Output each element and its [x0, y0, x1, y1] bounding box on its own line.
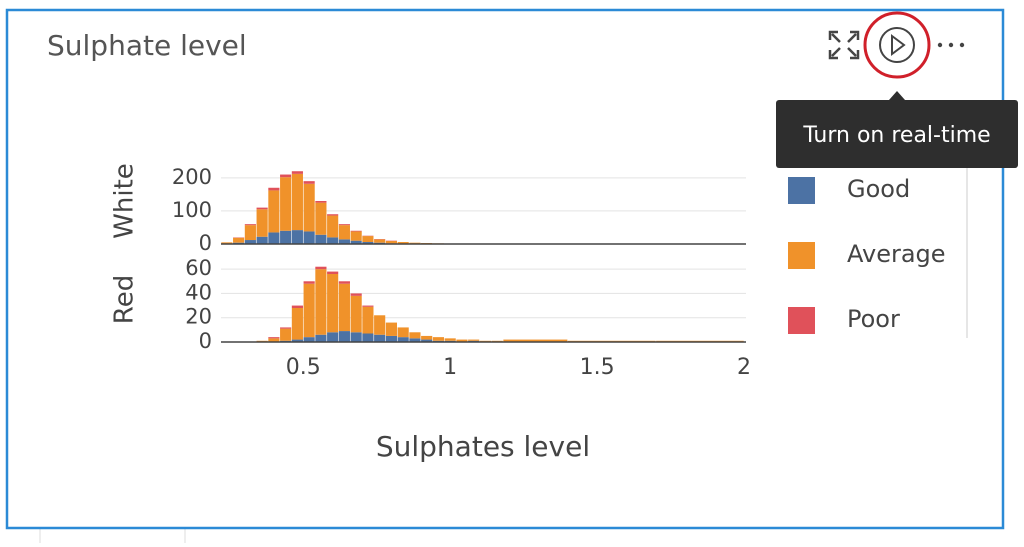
histogram-bar: [374, 239, 385, 242]
histogram-bar: [280, 327, 291, 328]
histogram-bar: [327, 274, 338, 332]
y-tick-label: 60: [185, 256, 212, 280]
histogram-bar: [315, 335, 326, 342]
histogram-bar: [315, 203, 326, 235]
tooltip: Turn on real-time: [776, 91, 1018, 168]
histogram-bar: [304, 281, 315, 283]
histogram-bar: [362, 334, 373, 343]
histogram-bar: [292, 308, 303, 340]
histogram-bar: [292, 171, 303, 174]
histogram-bar: [339, 331, 350, 342]
x-axis-title: Sulphates level: [376, 430, 590, 463]
histogram-bar: [339, 284, 350, 331]
legend-label: Good: [847, 175, 910, 203]
histogram-bar: [386, 241, 397, 243]
histogram-bar: [315, 267, 326, 269]
x-tick-label: 1.5: [580, 355, 615, 380]
legend-label: Average: [847, 240, 946, 268]
y-tick-label: 0: [199, 231, 212, 255]
histogram-bar: [327, 216, 338, 238]
histogram-bar: [304, 184, 315, 232]
histogram-bar: [292, 174, 303, 230]
x-tick-label: 1: [443, 355, 457, 380]
y-tick-label: 20: [185, 305, 212, 329]
histogram-bar: [339, 224, 350, 225]
histogram-bar: [351, 296, 362, 332]
histogram-bar: [386, 336, 397, 342]
histogram-bar: [386, 323, 397, 336]
histogram-bar: [280, 329, 291, 341]
histogram-bar: [351, 293, 362, 295]
histogram-bar: [268, 337, 279, 338]
histogram-bar: [398, 327, 409, 337]
histogram-bar: [257, 209, 268, 236]
histogram-bar: [327, 237, 338, 244]
histogram-bar: [245, 224, 256, 225]
histogram-bar: [327, 214, 338, 215]
legend-swatch: [788, 307, 815, 334]
y-tick-label: 40: [185, 280, 212, 304]
histogram-bar: [362, 306, 373, 307]
histogram-bar: [304, 284, 315, 337]
histogram-bar: [280, 175, 291, 178]
y-tick-label: 100: [172, 198, 212, 222]
legend-swatch: [788, 242, 815, 269]
histogram-bar: [409, 332, 420, 338]
histogram-bar: [468, 340, 479, 341]
histogram-bar: [233, 238, 244, 243]
histogram-bar: [351, 231, 362, 232]
x-tick-label: 0.5: [286, 355, 321, 380]
histogram-bar: [292, 230, 303, 244]
histogram-bar: [327, 332, 338, 342]
histogram-bar: [421, 336, 432, 340]
histogram-bar: [268, 190, 279, 232]
histogram-bar: [374, 335, 385, 342]
legend-swatch: [788, 177, 815, 204]
histogram-bar: [362, 307, 373, 334]
histogram-bar: [257, 208, 268, 210]
histogram-bar: [351, 231, 362, 240]
y-tick-label: 200: [172, 165, 212, 189]
legend-label: Poor: [847, 305, 900, 333]
histogram-bar: [280, 177, 291, 231]
histogram-bar: [339, 281, 350, 283]
histogram-bar: [351, 332, 362, 342]
histogram-bar: [268, 188, 279, 191]
histogram-bar: [315, 269, 326, 335]
histogram-bar: [315, 201, 326, 203]
tooltip-text: Turn on real-time: [802, 123, 990, 148]
histogram-bar: [362, 236, 373, 242]
histogram-bar: [445, 338, 456, 340]
x-tick-label: 2: [737, 355, 751, 380]
histogram-bar: [245, 225, 256, 240]
histogram-bar: [268, 232, 279, 244]
panel-label: Red: [110, 275, 140, 324]
histogram-bar: [292, 306, 303, 308]
histogram-bar: [280, 231, 291, 244]
y-tick-label: 0: [199, 329, 212, 353]
histogram-bar: [339, 225, 350, 239]
histogram-bar: [304, 231, 315, 244]
panel-label: White: [110, 163, 140, 239]
histogram-bar: [315, 235, 326, 244]
histogram-bar: [327, 272, 338, 274]
histogram-bar: [304, 181, 315, 184]
tile-title: Sulphate level: [47, 29, 247, 62]
histogram-bar: [433, 337, 444, 341]
histogram-bar: [374, 315, 385, 334]
histogram-bar: [257, 237, 268, 244]
